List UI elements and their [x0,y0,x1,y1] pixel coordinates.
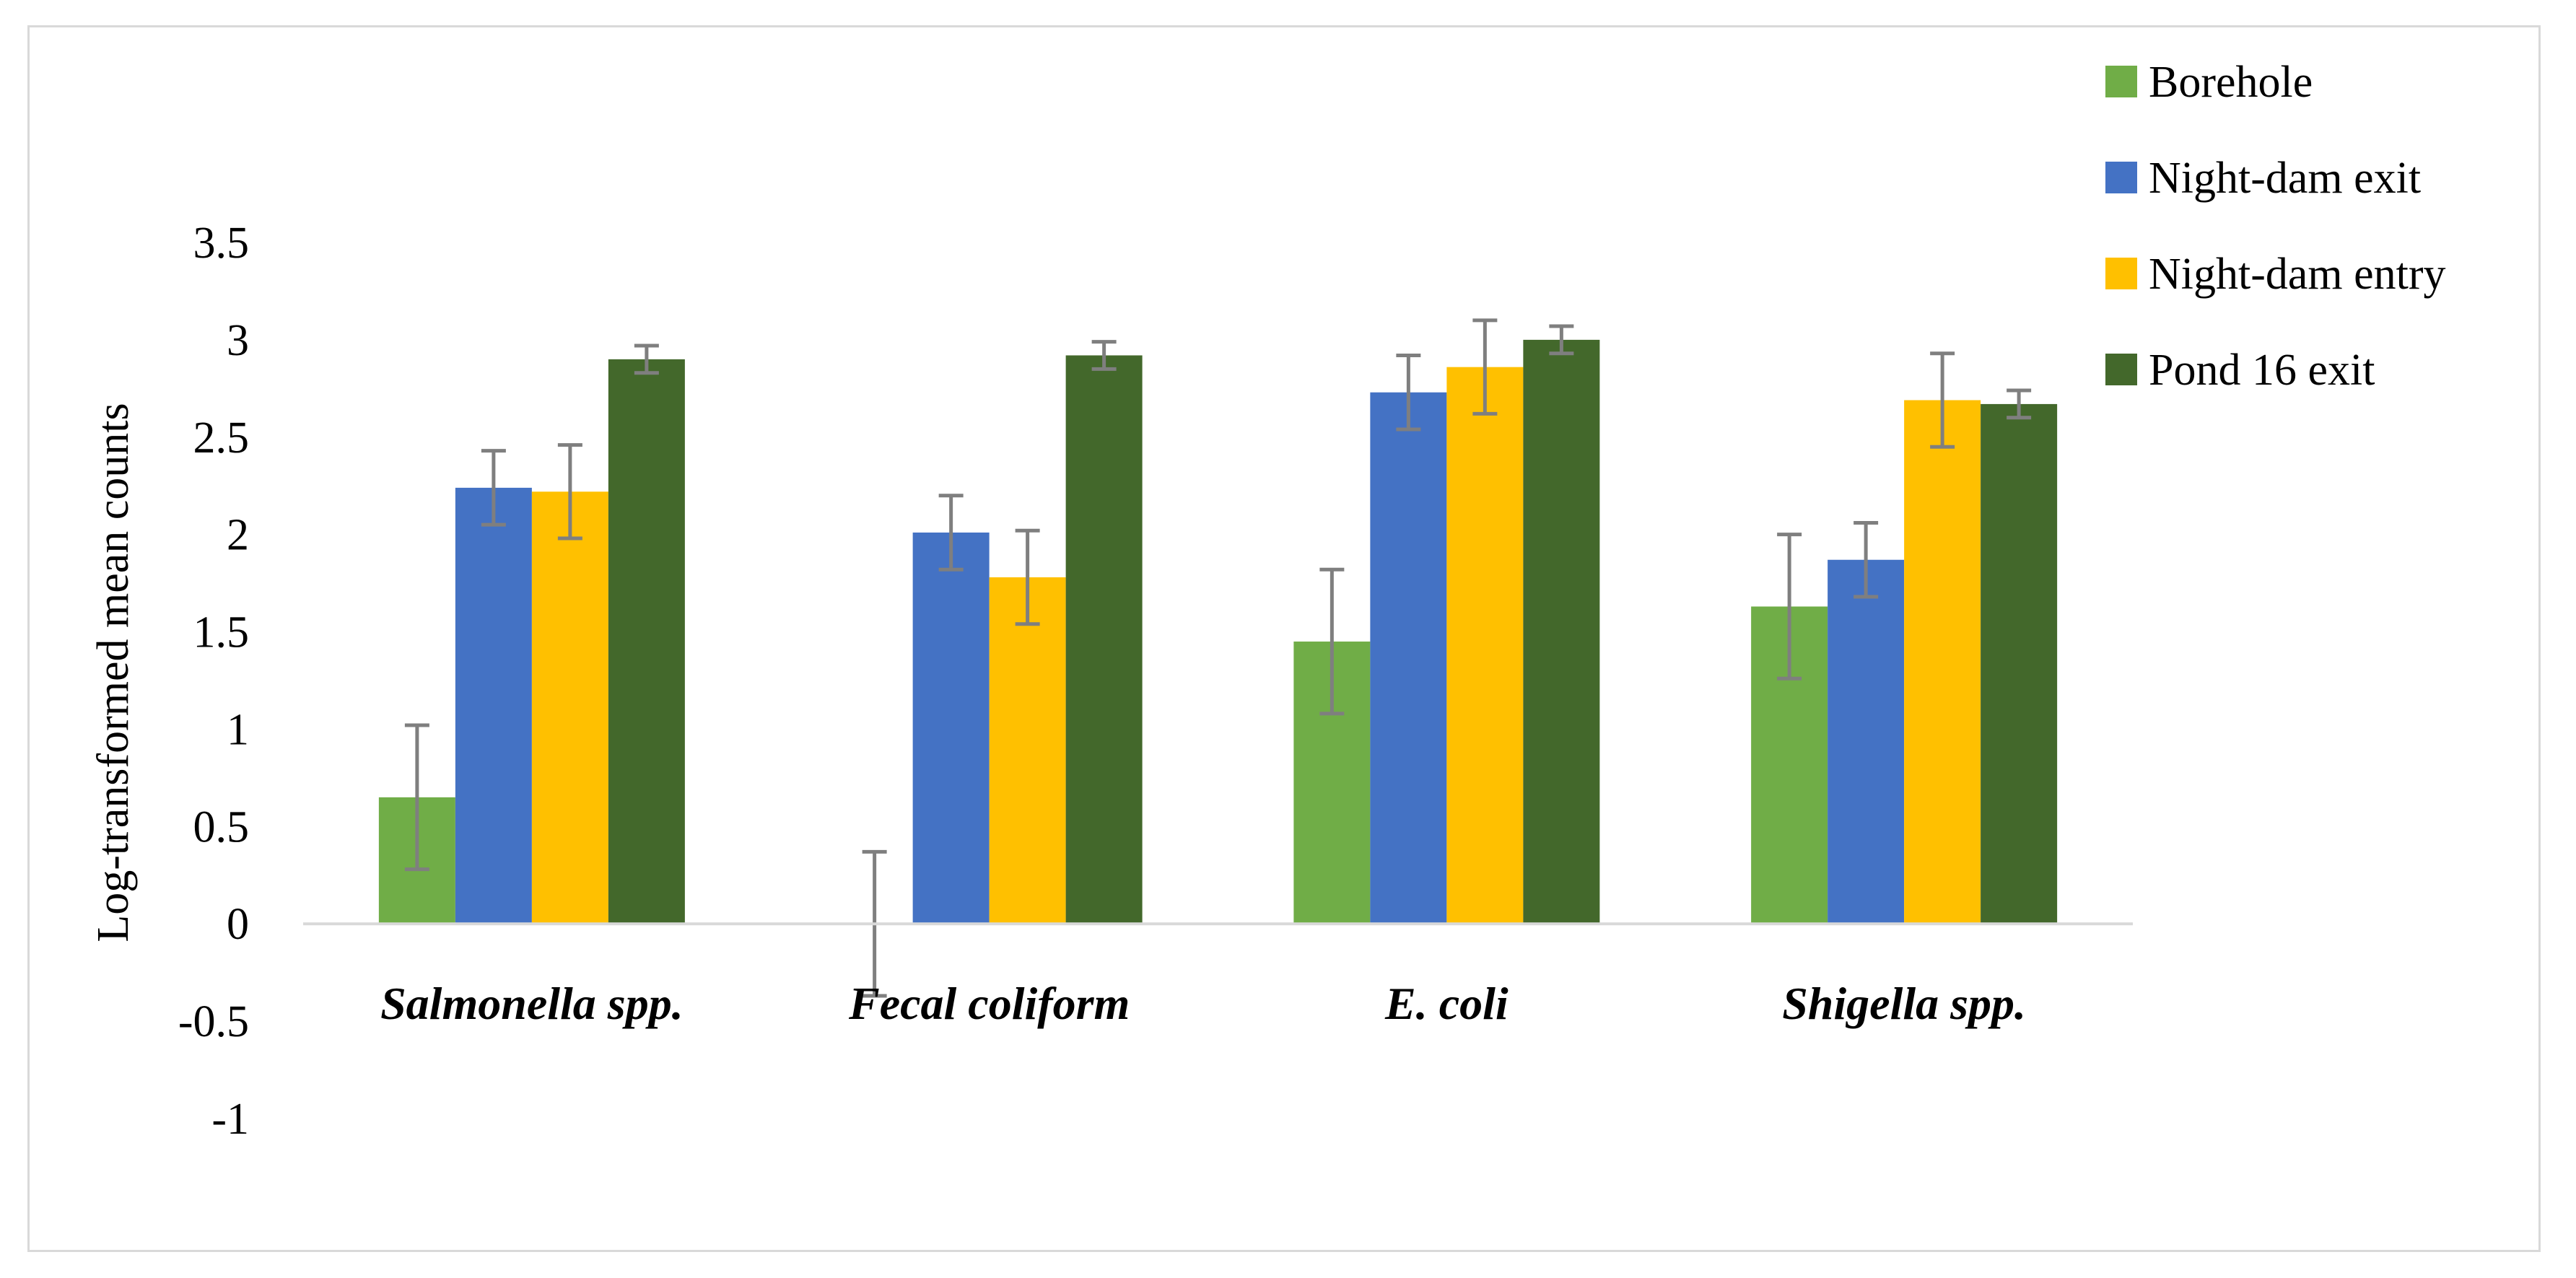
legend-swatch [2105,162,2137,193]
bar [1446,367,1524,924]
x-category-label: Shigella spp. [1782,978,2026,1029]
bar [912,532,990,924]
x-category-label: Fecal coliform [848,978,1130,1029]
y-tick-label: -0.5 [178,997,249,1046]
y-tick-label: 1.5 [193,608,250,657]
error-bar [1854,520,1879,599]
bar [1904,400,1981,924]
y-axis-title: Log-transformed mean counts [89,403,138,942]
legend-label: Night-dam entry [2149,250,2446,299]
legend-swatch [2105,258,2137,289]
legend-item: Borehole [2105,58,2313,107]
bar [455,487,532,924]
legend: Borehole Night-dam exit Night-dam entry Pon… [2105,58,2446,395]
bar [1828,559,1905,924]
bar [989,577,1066,924]
y-tick-label: 2 [227,511,249,560]
y-tick-label: 2.5 [193,413,250,463]
error-bar [1472,318,1498,416]
y-tick-label: 0.5 [193,802,250,852]
bar [608,359,685,924]
legend-item: Night-dam entry [2105,250,2446,299]
error-bar [938,494,964,572]
error-bar [1091,340,1117,371]
bar [1523,339,1600,924]
chart-frame [27,25,2541,1252]
error-bar [557,443,582,540]
y-axis-ticks: 3.5 3 2.5 2 1.5 1 0.5 0 -0.5 -1 [178,219,249,1144]
y-tick-label: 0 [227,900,249,949]
error-bars [404,318,2032,998]
legend-item: Pond 16 exit [2105,346,2375,395]
error-bar [1319,567,1345,716]
legend-label: Borehole [2149,58,2313,107]
bars [378,339,2058,924]
x-category-label: Salmonella spp. [380,978,684,1029]
legend-label: Pond 16 exit [2149,346,2375,395]
y-tick-label: 3.5 [193,219,250,268]
x-category-label: E. coli [1384,978,1509,1029]
error-bar [1777,533,1802,680]
legend-swatch [2105,354,2137,385]
y-tick-label: -1 [211,1095,249,1144]
bar [531,491,608,924]
legend-item: Night-dam exit [2105,154,2421,203]
bar [1370,392,1447,924]
x-axis-categories: Salmonella spp. Fecal coliform E. coli Shig… [380,978,2026,1029]
y-tick-label: 1 [227,705,249,754]
bar [1065,355,1143,924]
bar [1981,403,2058,924]
error-bar [634,343,659,375]
error-bar [1015,528,1040,626]
error-bar [1930,351,1955,449]
error-bar [1396,353,1421,432]
error-bar [1549,324,1574,356]
legend-swatch [2105,66,2137,97]
error-bar [404,723,429,872]
legend-label: Night-dam exit [2149,154,2421,203]
error-bar [2007,388,2032,420]
y-tick-label: 3 [227,316,249,365]
error-bar [481,449,506,527]
